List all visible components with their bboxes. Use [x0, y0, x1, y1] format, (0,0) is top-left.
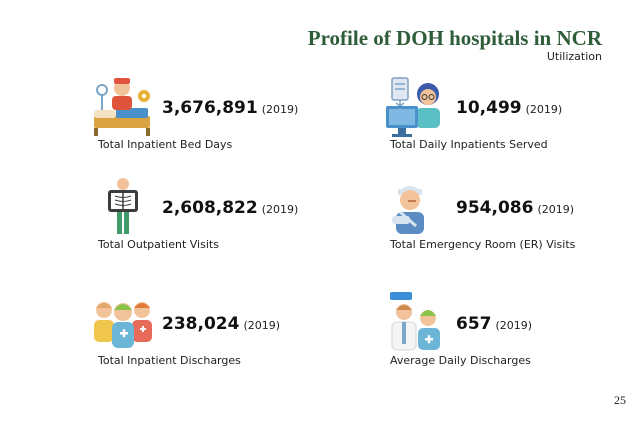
stat-daily-inpatients: 10,499 (2019) Total Daily Inpatients Serv… [386, 76, 638, 156]
stat-label: Total Outpatient Visits [98, 238, 219, 251]
stat-year: (2019) [261, 103, 299, 116]
patient-group-icon [92, 292, 154, 354]
stat-er-visits: 954,086 (2019) Total Emergency Room (ER) … [386, 176, 638, 256]
stat-label: Total Daily Inpatients Served [390, 138, 548, 151]
stat-label: Total Inpatient Discharges [98, 354, 241, 367]
xray-patient-icon [92, 176, 154, 238]
doctor-computer-icon [386, 76, 448, 138]
bed-nurse-icon [92, 76, 154, 138]
stat-value: 3,676,891 [162, 98, 258, 118]
stat-value-line: 954,086 (2019) [456, 198, 574, 218]
stat-average-daily-discharges: 657 (2019) Average Daily Discharges [386, 292, 638, 372]
page-number: 25 [614, 393, 626, 407]
stat-inpatient-bed-days: 3,676,891 (2019) Total Inpatient Bed Days [92, 76, 362, 156]
stat-value: 2,608,822 [162, 198, 258, 218]
stat-label: Total Inpatient Bed Days [98, 138, 233, 151]
stat-value: 10,499 [456, 98, 522, 118]
stat-inpatient-discharges: 238,024 (2019) Total Inpatient Discharges [92, 292, 362, 372]
page-subtitle: Utilization [546, 50, 602, 63]
stat-value: 238,024 [162, 314, 240, 334]
stat-value-line: 657 (2019) [456, 314, 532, 334]
stat-outpatient-visits: 2,608,822 (2019) Total Outpatient Visits [92, 176, 362, 256]
stat-year: (2019) [495, 319, 533, 332]
stat-label: Average Daily Discharges [390, 354, 531, 367]
stat-year: (2019) [243, 319, 281, 332]
stat-value-line: 2,608,822 (2019) [162, 198, 298, 218]
page-title: Profile of DOH hospitals in NCR [307, 26, 602, 50]
stat-value-line: 238,024 (2019) [162, 314, 280, 334]
stat-year: (2019) [537, 203, 575, 216]
stat-year: (2019) [261, 203, 299, 216]
stat-value: 657 [456, 314, 492, 334]
stat-value: 954,086 [456, 198, 534, 218]
stat-label: Total Emergency Room (ER) Visits [390, 238, 576, 251]
doctor-patient-icon [386, 292, 448, 354]
stat-value-line: 3,676,891 (2019) [162, 98, 298, 118]
injured-patient-icon [386, 176, 448, 238]
stat-year: (2019) [525, 103, 563, 116]
stat-value-line: 10,499 (2019) [456, 98, 562, 118]
